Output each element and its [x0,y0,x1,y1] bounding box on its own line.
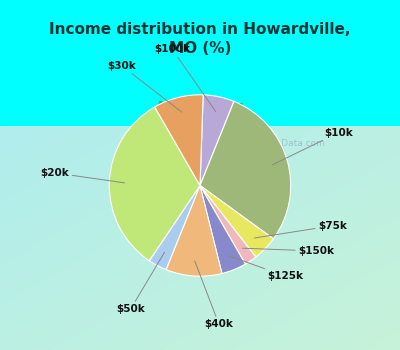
Wedge shape [200,186,273,257]
Text: $40k: $40k [195,261,233,329]
Wedge shape [200,186,256,264]
Wedge shape [155,95,203,186]
Text: Income distribution in Howardville,
MO (%): Income distribution in Howardville, MO (… [49,22,351,56]
Wedge shape [166,186,222,276]
Text: $10k: $10k [273,128,353,164]
Wedge shape [109,107,200,261]
Text: $100k: $100k [154,44,216,112]
Text: All residents: All residents [156,100,244,113]
Text: ⓘ City-Data.com: ⓘ City-Data.com [252,139,324,148]
Text: $30k: $30k [108,61,182,112]
Text: $75k: $75k [254,221,347,238]
Text: $150k: $150k [242,246,334,256]
Wedge shape [200,186,245,274]
Text: $125k: $125k [228,256,304,281]
Wedge shape [200,95,234,186]
Text: $20k: $20k [41,168,124,183]
Wedge shape [200,102,291,239]
Wedge shape [149,186,200,270]
Text: $50k: $50k [116,252,164,314]
